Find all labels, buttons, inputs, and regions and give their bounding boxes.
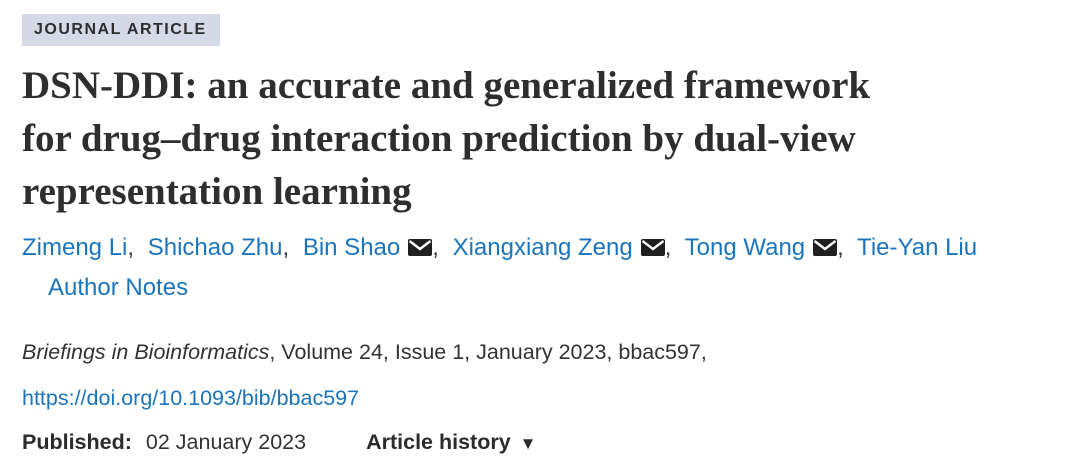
article-history-toggle[interactable]: Article history ▼ [366,430,536,455]
envelope-icon[interactable] [408,239,433,256]
envelope-icon[interactable] [813,239,838,256]
citation-line: Briefings in Bioinformatics, Volume 24, … [22,338,1060,366]
author-link-xiangxiang-zeng[interactable]: Xiangxiang Zeng [452,234,633,261]
author-list: Zimeng Li, Shichao Zhu, Bin Shao, Xiangx… [22,233,1060,263]
doi-line: https://doi.org/10.1093/bib/bbac597 [22,386,1060,411]
article-title: DSN-DDI: an accurate and generalized fra… [22,59,1060,218]
citation-details: , Volume 24, Issue 1, January 2023, bbac… [269,340,707,364]
published-label: Published: [22,430,132,454]
author-notes: Author Notes [48,274,1060,302]
author-separator: , [282,234,290,261]
published-row: Published: 02 January 2023 Article histo… [22,430,1060,455]
article-title-line-2: for drug–drug interaction prediction by … [22,117,856,160]
article-header: JOURNAL ARTICLE DSN-DDI: an accurate and… [22,14,1060,455]
author-separator: , [664,234,672,261]
author-link-shichao-zhu[interactable]: Shichao Zhu [147,234,283,261]
article-title-line-1: DSN-DDI: an accurate and generalized fra… [22,64,871,107]
author-link-zimeng-li[interactable]: Zimeng Li [22,234,128,261]
envelope-icon[interactable] [640,239,665,256]
author-notes-link[interactable]: Author Notes [48,274,189,301]
author-link-tie-yan-liu[interactable]: Tie-Yan Liu [857,234,978,261]
author-separator: , [837,234,844,261]
published-date: 02 January 2023 [145,430,307,454]
author-link-tong-wang[interactable]: Tong Wang [684,234,806,261]
journal-article-badge: JOURNAL ARTICLE [22,14,220,46]
caret-down-icon: ▼ [519,434,537,453]
article-title-line-3: representation learning [22,170,412,213]
author-separator: , [432,234,439,261]
article-history-label: Article history [366,430,511,454]
author-link-bin-shao[interactable]: Bin Shao [302,234,401,261]
journal-name: Briefings in Bioinformatics [22,340,270,364]
author-separator: , [127,234,135,261]
doi-link[interactable]: https://doi.org/10.1093/bib/bbac597 [22,386,360,410]
